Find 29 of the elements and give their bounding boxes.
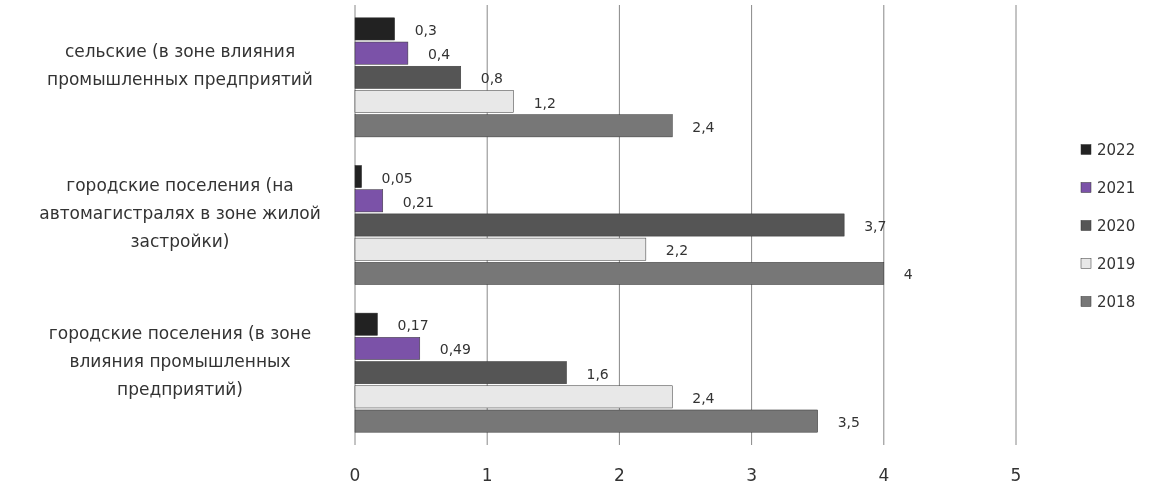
- y-tick-label: городские поселения (в зоне влияния промышленных предприятий): [48, 322, 312, 399]
- data-label: 2,2: [665, 242, 689, 259]
- data-label: 0,05: [381, 169, 413, 186]
- data-label: 3,5: [837, 414, 860, 431]
- data-label: 0,21: [402, 193, 434, 210]
- y-tick-label: городские поселения (на автомагистралях в зоне жилой застройки): [39, 175, 321, 251]
- data-label: 0,8: [480, 70, 504, 87]
- data-label: 0,4: [427, 46, 451, 63]
- data-label: 0,3: [414, 21, 437, 38]
- data-label: 2,4: [692, 389, 715, 406]
- data-label: 1,2: [533, 94, 556, 111]
- x-tick-label: 3: [746, 465, 758, 485]
- data-label: 2,4: [692, 118, 715, 135]
- x-tick-label: 1: [481, 465, 493, 485]
- legend-label: 2019: [1097, 254, 1136, 273]
- legend-label: 2022: [1097, 140, 1136, 159]
- x-tick-label: 4: [878, 465, 890, 485]
- data-label: 0,49: [439, 341, 471, 358]
- y-tick-label: сельские (в зоне влияния промышленных предприятий: [47, 41, 313, 90]
- data-label: 1,6: [586, 365, 609, 382]
- legend-label: 2020: [1097, 216, 1136, 235]
- x-tick-label: 2: [613, 465, 625, 485]
- data-label: 0,17: [397, 317, 429, 334]
- legend-label: 2021: [1097, 178, 1136, 197]
- legend-label: 2018: [1097, 292, 1136, 311]
- data-label: 3,7: [864, 218, 887, 234]
- data-label: 4: [903, 266, 913, 283]
- x-tick-label: 0: [349, 465, 361, 485]
- x-tick-label: 5: [1010, 465, 1022, 485]
